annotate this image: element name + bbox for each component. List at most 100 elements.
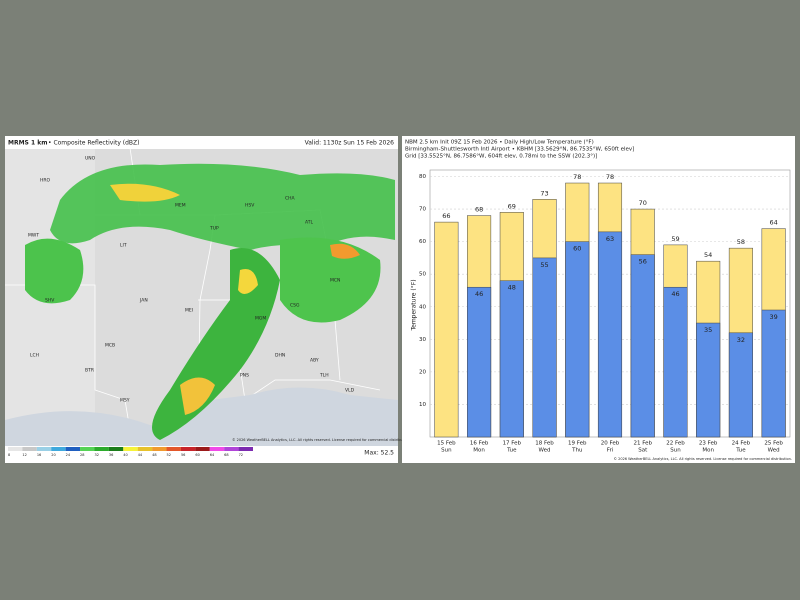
value-label: 46 bbox=[475, 290, 483, 298]
x-tick-label: 25 Feb bbox=[764, 441, 783, 447]
scale-label: 24 bbox=[66, 453, 71, 457]
y-tick-label: 80 bbox=[419, 174, 426, 180]
scale-label: 8 bbox=[8, 453, 10, 457]
value-label: 60 bbox=[573, 245, 581, 253]
scale-label: 48 bbox=[152, 453, 156, 457]
chart-copyright: © 2026 WeatherBELL Analytics, LLC. All r… bbox=[614, 457, 793, 461]
bar bbox=[597, 231, 623, 438]
scale-swatch bbox=[94, 447, 109, 451]
x-tick-sublabel: Sat bbox=[638, 448, 648, 454]
station-label: BTR bbox=[85, 368, 94, 374]
scale-swatch bbox=[209, 447, 225, 451]
value-label: 78 bbox=[573, 173, 581, 181]
radar-max: Max: 52.5 bbox=[364, 450, 394, 457]
y-tick-label: 10 bbox=[419, 402, 426, 408]
scale-swatch bbox=[152, 447, 167, 451]
scale-swatch bbox=[195, 447, 210, 451]
value-label: 55 bbox=[540, 261, 548, 269]
x-tick-sublabel: Wed bbox=[768, 448, 780, 454]
scale-label: 56 bbox=[181, 453, 185, 457]
station-label: SHV bbox=[45, 298, 55, 304]
y-tick-label: 20 bbox=[419, 369, 426, 375]
x-tick-sublabel: Thu bbox=[571, 448, 582, 454]
scale-label: 68 bbox=[224, 453, 228, 457]
scale-label: 12 bbox=[22, 453, 26, 457]
scale-label: 60 bbox=[195, 453, 199, 457]
radar-copyright: © 2026 WeatherBELL Analytics, LLC. All r… bbox=[232, 438, 411, 442]
value-label: 54 bbox=[704, 251, 712, 259]
echo bbox=[280, 237, 381, 323]
scale-label: 52 bbox=[167, 453, 171, 457]
value-label: 68 bbox=[475, 206, 483, 214]
x-tick-sublabel: Tue bbox=[735, 448, 746, 454]
bar bbox=[499, 280, 524, 438]
station-label: VLD bbox=[345, 388, 355, 394]
scale-label: 40 bbox=[123, 453, 127, 457]
x-tick-label: 17 Feb bbox=[503, 441, 522, 447]
value-label: 46 bbox=[671, 290, 679, 298]
chart-title: NBM 2.5 km Init 09Z 15 Feb 2026 • Daily … bbox=[405, 140, 594, 146]
station-labels: UNO HRO MWT LIT MEM TUP HSV CHA ATL MCN JAN MEI MGM C… bbox=[28, 156, 355, 404]
value-label: 58 bbox=[737, 238, 745, 246]
station-label: CSG bbox=[290, 303, 300, 309]
station-label: TUP bbox=[209, 226, 219, 232]
station-label: CHA bbox=[285, 196, 296, 202]
bar bbox=[565, 241, 590, 438]
scale-swatch bbox=[166, 447, 181, 451]
radar-title: MRMS 1 km bbox=[8, 140, 47, 147]
x-tick-label: 23 Feb bbox=[699, 441, 718, 447]
color-scale: 8 12 16 20 24 28 32 36 40 44 48 52 56 60 64 68 72 bbox=[8, 447, 253, 457]
value-label: 63 bbox=[606, 235, 614, 243]
y-axis-label: Temperature (°F) bbox=[411, 279, 418, 331]
bar bbox=[434, 221, 459, 438]
bar bbox=[761, 309, 786, 438]
x-tick-sublabel: Sun bbox=[670, 448, 681, 454]
y-tick-label: 60 bbox=[419, 239, 426, 245]
echo bbox=[180, 377, 215, 415]
station-label: HRO bbox=[40, 178, 51, 184]
x-tick-sublabel: Fri bbox=[607, 448, 614, 454]
scale-swatch bbox=[36, 447, 52, 451]
border bbox=[244, 379, 381, 401]
station-label: ATL bbox=[305, 220, 313, 226]
echo bbox=[110, 183, 180, 202]
station-label: UNO bbox=[85, 156, 96, 162]
bar bbox=[630, 254, 655, 438]
x-tick-sublabel: Mon bbox=[702, 448, 714, 454]
value-label: 69 bbox=[508, 202, 516, 210]
scale-swatch bbox=[108, 447, 124, 451]
scale-swatch bbox=[180, 447, 196, 451]
scale-label: 44 bbox=[138, 453, 143, 457]
bar bbox=[663, 286, 688, 438]
gulf bbox=[5, 387, 398, 446]
station-label: MEM bbox=[175, 203, 186, 209]
x-tick-sublabel: Mon bbox=[473, 448, 485, 454]
station-label: MGM bbox=[255, 316, 266, 322]
station-label: TLH bbox=[319, 373, 329, 379]
scale-label: 32 bbox=[94, 453, 98, 457]
radar-valid: Valid: 1130z Sun 15 Feb 2026 bbox=[305, 140, 395, 147]
value-label: 70 bbox=[639, 199, 647, 207]
scale-swatch bbox=[123, 447, 138, 451]
x-tick-sublabel: Sun bbox=[441, 448, 452, 454]
station-label: MWT bbox=[28, 233, 39, 239]
value-label: 66 bbox=[442, 212, 450, 220]
value-label: 56 bbox=[639, 258, 647, 266]
scale-swatch bbox=[65, 447, 81, 451]
scale-swatch bbox=[80, 447, 95, 451]
station-label: HSV bbox=[245, 203, 255, 209]
radar-panel: MRMS 1 km • Composite Reflectivity (dBZ)… bbox=[5, 136, 411, 463]
station-label: MSY bbox=[120, 398, 130, 404]
x-tick-sublabel: Wed bbox=[539, 448, 551, 454]
scale-label: 36 bbox=[109, 453, 113, 457]
scale-label: 72 bbox=[239, 453, 243, 457]
station-label: DHN bbox=[275, 353, 285, 359]
scale-swatch bbox=[22, 447, 37, 451]
station-label: ABY bbox=[310, 358, 319, 364]
value-label: 35 bbox=[704, 326, 712, 334]
station-label: PNS bbox=[240, 373, 249, 379]
radar-subtitle: • Composite Reflectivity (dBZ) bbox=[48, 140, 140, 147]
echo bbox=[330, 243, 360, 259]
scale-label: 28 bbox=[80, 453, 84, 457]
scale-label: 16 bbox=[37, 453, 41, 457]
